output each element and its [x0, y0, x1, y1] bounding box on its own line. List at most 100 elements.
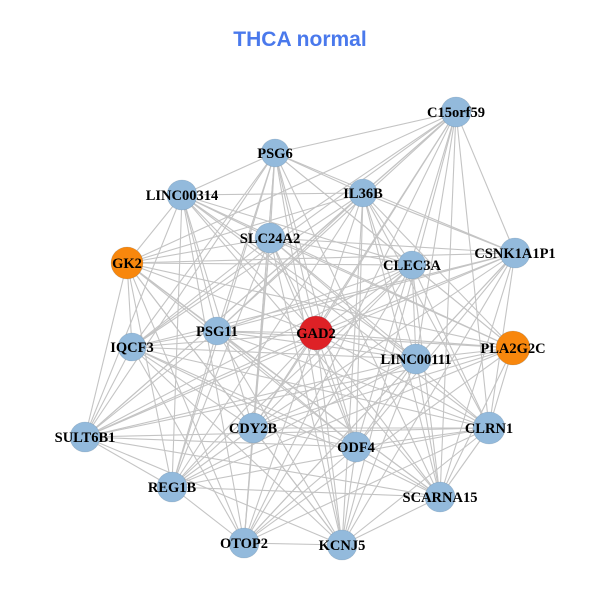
- network-edge: [84, 330, 218, 438]
- node-label-GK2: GK2: [112, 256, 142, 272]
- node-label-REG1B: REG1B: [148, 480, 197, 496]
- network-edge: [131, 346, 245, 544]
- network-edge: [171, 194, 183, 488]
- network-edge: [84, 436, 441, 498]
- network-edge: [131, 346, 357, 448]
- network-edge: [131, 330, 218, 348]
- network-edge: [216, 192, 364, 332]
- node-label-IL36B: IL36B: [343, 186, 383, 202]
- network-edge: [362, 192, 441, 498]
- network-edge: [355, 446, 441, 498]
- network-edge: [269, 111, 457, 239]
- network-edge: [216, 264, 413, 332]
- network-edge: [171, 347, 514, 488]
- network-edge: [252, 427, 357, 448]
- network-edge: [415, 111, 457, 360]
- network-edge: [171, 358, 417, 488]
- node-label-CLEC3A: CLEC3A: [383, 258, 442, 274]
- network-edge: [243, 446, 357, 544]
- network-edge: [274, 152, 516, 254]
- network-edge: [252, 427, 343, 546]
- network-edge: [84, 332, 317, 438]
- node-label-CDY2B: CDY2B: [229, 421, 278, 437]
- network-edge: [181, 194, 490, 429]
- node-label-ODF4: ODF4: [337, 440, 375, 456]
- network-edge: [126, 262, 413, 266]
- network-edge: [355, 358, 417, 448]
- network-edge: [252, 332, 317, 429]
- network-edge: [84, 347, 514, 438]
- network-node-PSG11: [202, 316, 232, 346]
- network-edge: [216, 330, 514, 349]
- network-node-ODF4: [340, 431, 372, 463]
- node-label-PLA2G2C: PLA2G2C: [480, 341, 545, 357]
- node-label-SLC24A2: SLC24A2: [240, 231, 300, 247]
- network-edge: [411, 264, 441, 498]
- network-edge: [171, 264, 413, 488]
- network-node-SCARNA15: [424, 481, 456, 513]
- network-edge: [126, 237, 271, 264]
- network-edge: [274, 111, 457, 154]
- network-edge: [84, 436, 357, 448]
- network-edge: [411, 264, 490, 429]
- network-edge: [315, 332, 343, 546]
- network-node-GAD2: [298, 315, 334, 351]
- node-label-SCARNA15: SCARNA15: [403, 490, 478, 506]
- network-edge: [362, 192, 413, 266]
- network-edge: [341, 192, 364, 546]
- node-label-LINC00111: LINC00111: [381, 352, 452, 368]
- network-edge: [341, 446, 357, 546]
- network-edge: [84, 358, 417, 438]
- network-edge: [131, 346, 343, 546]
- network-edge: [315, 332, 417, 360]
- node-label-SULT6B1: SULT6B1: [55, 430, 116, 446]
- network-edge: [171, 332, 317, 488]
- network-edge: [252, 264, 413, 429]
- network-edge: [181, 194, 254, 429]
- network-node-LINC00314: [166, 179, 198, 211]
- network-edge: [126, 262, 317, 334]
- network-edge: [355, 427, 490, 448]
- network-edge: [84, 427, 490, 438]
- network-edge: [252, 347, 514, 429]
- network-edge: [243, 427, 490, 544]
- node-label-GAD2: GAD2: [296, 326, 335, 342]
- node-label-PSG6: PSG6: [257, 146, 292, 162]
- network-edge: [126, 262, 245, 544]
- network-edge: [216, 252, 516, 332]
- network-edge: [411, 264, 417, 360]
- network-edge: [171, 486, 245, 544]
- network-edge: [131, 346, 441, 498]
- network-edge: [315, 332, 514, 349]
- node-label-KCNJ5: KCNJ5: [319, 538, 366, 554]
- network-edge: [84, 262, 128, 438]
- network-node-PSG6: [260, 138, 290, 168]
- node-label-CSNK1A1P1: CSNK1A1P1: [474, 246, 555, 262]
- node-label-LINC00314: LINC00314: [146, 188, 219, 204]
- network-edge: [362, 192, 514, 349]
- network-edge: [341, 358, 417, 546]
- network-edge: [84, 346, 133, 438]
- network-edge: [362, 192, 516, 254]
- network-edge: [131, 346, 254, 429]
- network-edge: [171, 427, 254, 488]
- network-node-OTOP2: [228, 527, 260, 559]
- network-node-CLEC3A: [397, 250, 427, 280]
- network-edge: [243, 347, 514, 544]
- network-edge: [181, 192, 364, 196]
- network-edge: [243, 358, 417, 544]
- network-edge: [181, 194, 245, 544]
- network-edge: [171, 486, 441, 498]
- network-edge: [243, 111, 457, 544]
- network-edge: [315, 192, 364, 334]
- network-edge: [84, 436, 343, 546]
- network-edge: [269, 237, 490, 429]
- network-edge: [455, 111, 516, 254]
- network-node-KCNJ5: [326, 529, 358, 561]
- network-edge: [269, 237, 514, 349]
- network-node-SULT6B1: [69, 421, 101, 453]
- network-edge: [126, 252, 516, 264]
- network-edge: [341, 111, 457, 546]
- network-edge: [355, 252, 516, 448]
